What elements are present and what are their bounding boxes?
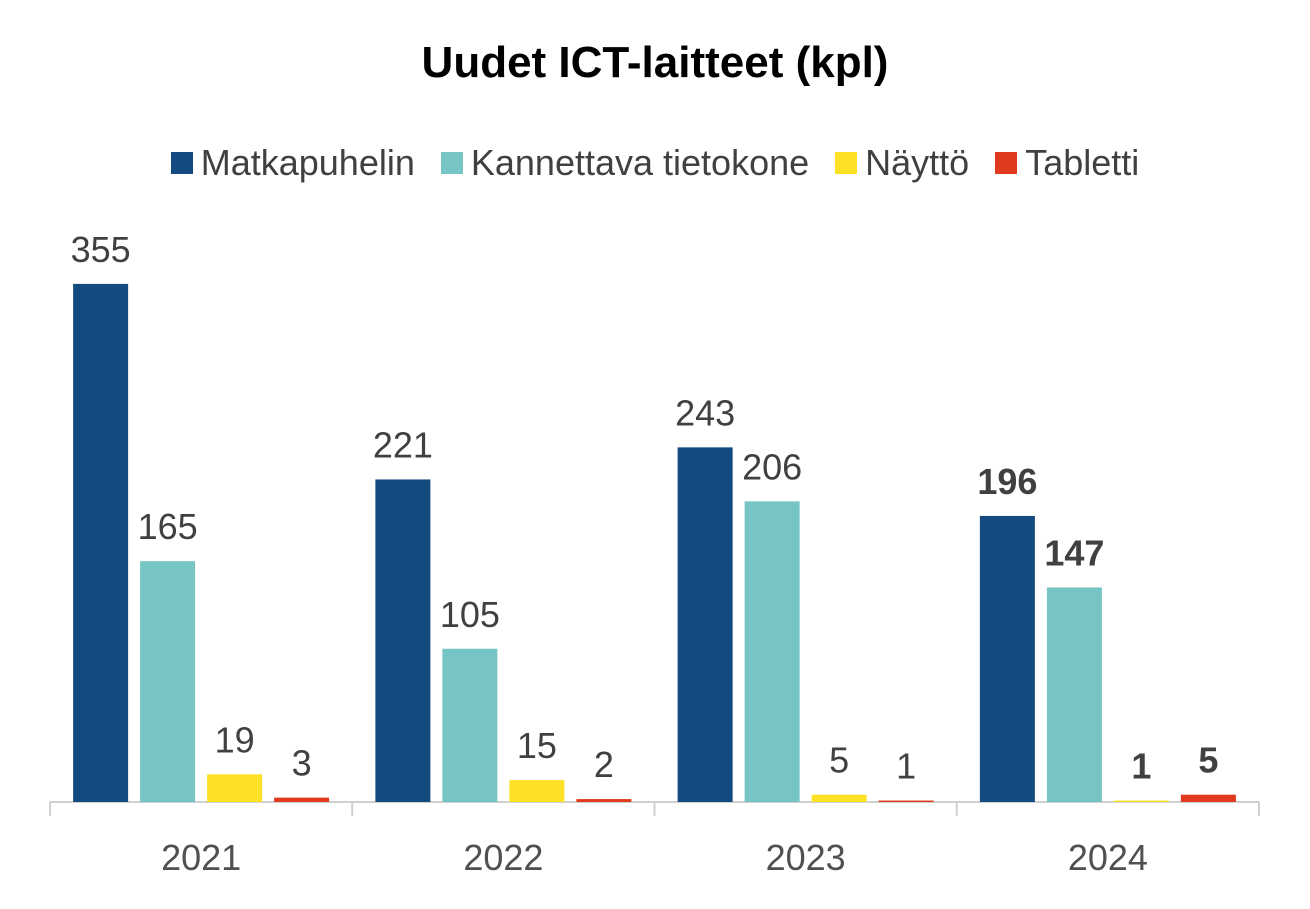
x-tick-label: 2021 [161,837,241,878]
bar [442,648,498,802]
bar [207,774,263,802]
data-label: 1 [1131,746,1151,787]
legend-label: Kannettava tietokone [470,142,810,183]
bar [1180,794,1236,802]
data-label: 3 [292,743,312,784]
data-label: 165 [138,506,198,547]
x-tick-label: 2023 [766,837,846,878]
legend-item: Tabletti [995,142,1139,184]
data-label: 5 [1198,740,1218,781]
bar [509,780,565,802]
data-label: 105 [440,594,500,635]
data-label: 147 [1044,532,1104,573]
data-label: 221 [373,424,433,465]
bar [73,283,129,802]
data-label: 355 [71,229,131,270]
bar [375,479,431,802]
legend-item: Matkapuhelin [170,142,415,184]
bar [677,447,733,802]
bar [274,797,330,802]
x-tick-label: 2022 [463,837,543,878]
data-label: 206 [742,446,802,487]
data-label: 15 [517,725,557,766]
legend-label: Matkapuhelin [200,142,415,183]
data-label: 243 [675,392,735,433]
legend-item: Kannettava tietokone [440,142,810,184]
data-label: 2 [594,744,614,785]
legend: Matkapuhelin Kannettava tietokone Näyttö Ta… [0,142,1310,184]
legend-label: Tabletti [1025,142,1140,183]
legend-swatch [835,152,858,174]
legend-item: Näyttö [835,142,969,184]
data-label: 5 [829,740,849,781]
bar [140,561,196,802]
bar [576,799,632,802]
bar [811,794,867,802]
bar [1046,587,1102,802]
legend-swatch [440,152,463,174]
data-label: 196 [977,461,1037,502]
bar [1113,800,1169,802]
bar [979,515,1035,802]
chart-title: Uudet ICT-laitteet (kpl) [421,38,889,87]
bar [744,501,800,802]
legend-label: Näyttö [865,142,970,183]
data-label: 19 [215,719,255,760]
legend-swatch [995,152,1018,174]
bar [878,800,934,802]
legend-swatch [170,152,193,174]
data-label: 1 [896,746,916,787]
x-tick-label: 2024 [1068,837,1148,878]
